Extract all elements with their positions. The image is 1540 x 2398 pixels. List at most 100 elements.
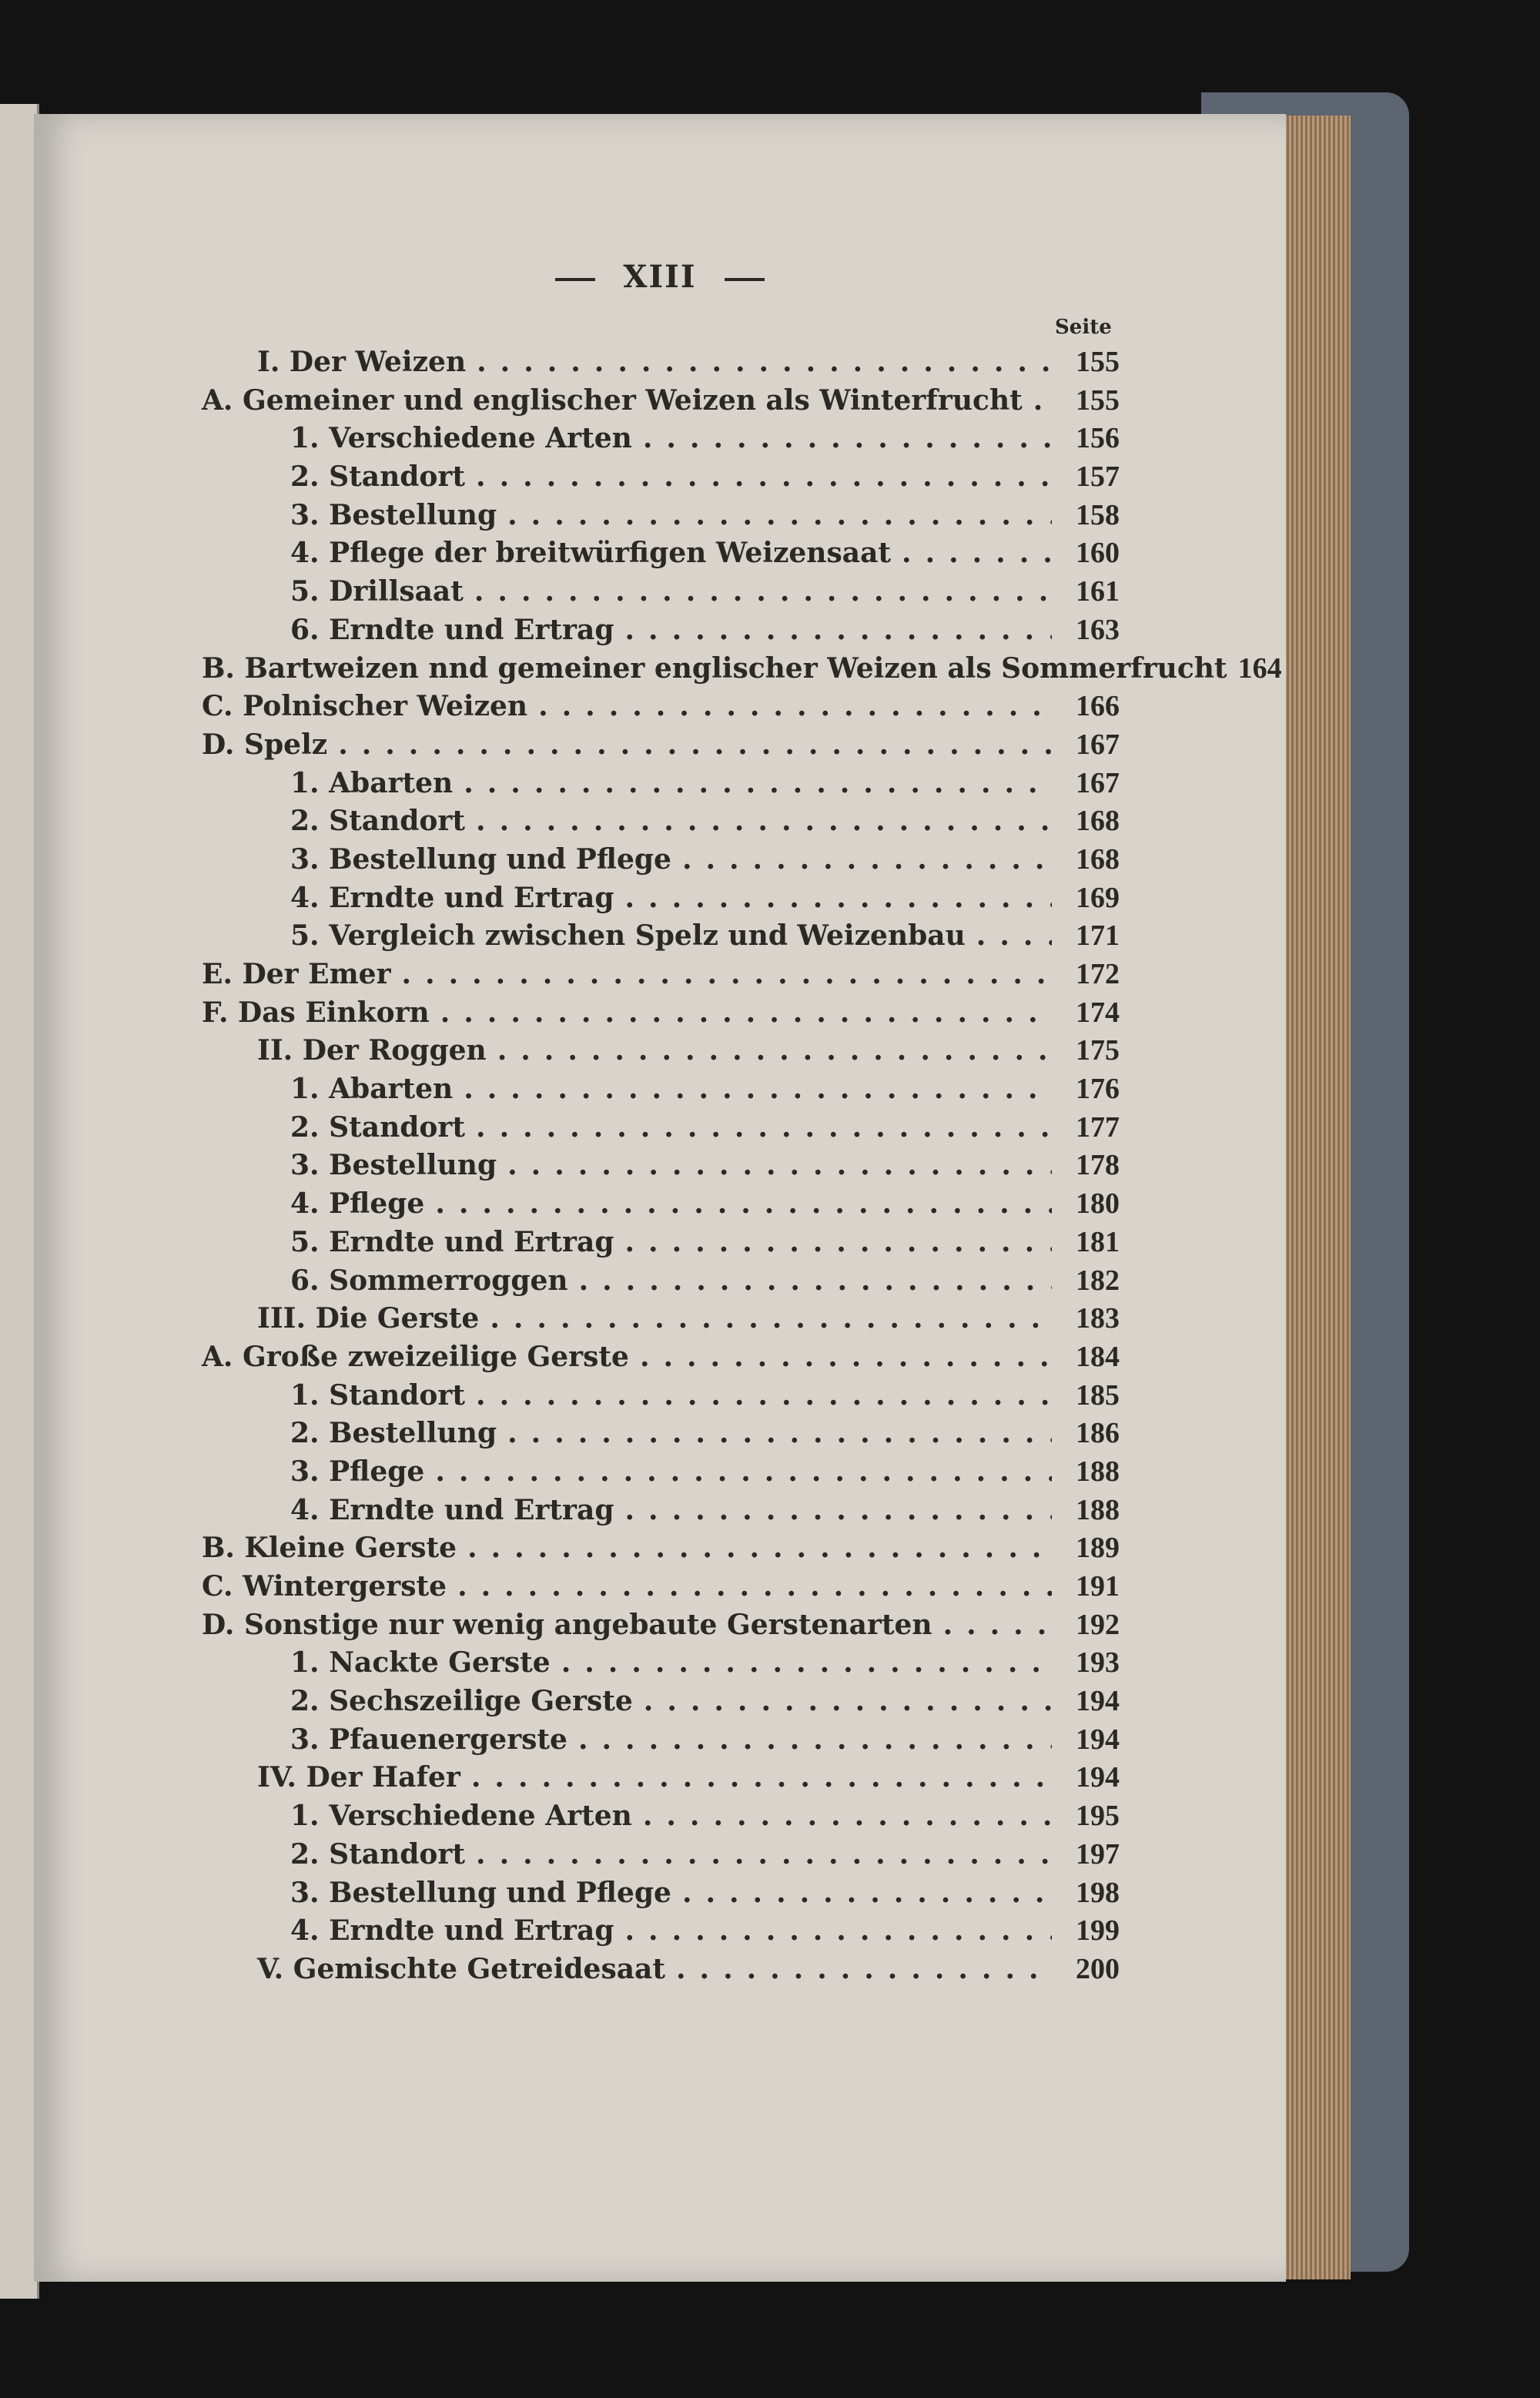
toc-entry-page: 197: [1076, 1837, 1120, 1871]
toc-entry: 3. Bestellung und Pflege................…: [34, 842, 1120, 881]
toc-entry-title: D. Spelz: [202, 728, 328, 761]
toc-entry: 3. Pflege...............................…: [34, 1455, 1120, 1493]
toc-entry-page: 182: [1076, 1264, 1120, 1297]
toc-entry-page: 195: [1076, 1800, 1120, 1833]
toc-entry-page: 184: [1076, 1340, 1120, 1373]
dot-leader: ........................................…: [578, 1723, 1052, 1756]
toc-entry: 3. Bestellung...........................…: [34, 498, 1120, 537]
toc-entry: 3. Bestellung und Pflege................…: [34, 1876, 1120, 1914]
toc-entry-title: B. Kleine Gerste: [202, 1532, 457, 1565]
dot-leader: ........................................…: [467, 1532, 1052, 1565]
table-of-contents: I. Der Weizen...........................…: [34, 345, 1282, 1991]
toc-entry-title: A. Gemeiner und englischer Weizen als Wi…: [202, 383, 1023, 417]
toc-entry-title: 3. Pflege: [290, 1455, 425, 1488]
toc-entry-page: 168: [1076, 842, 1120, 876]
toc-entry: 3. Bestellung...........................…: [34, 1148, 1120, 1187]
toc-entry-page: 185: [1076, 1378, 1120, 1412]
toc-entry: V. Gemischte Getreidesaat...............…: [34, 1952, 1120, 1991]
toc-entry: 5. Vergleich zwischen Spelz und Weizenba…: [34, 919, 1120, 957]
toc-entry-page: 171: [1076, 919, 1120, 953]
toc-entry: A. Gemeiner und englischer Weizen als Wi…: [34, 383, 1120, 422]
book-page: XIII Seite I. Der Weizen................…: [34, 114, 1286, 2282]
toc-entry: 4. Erndte und Ertrag....................…: [34, 1914, 1120, 1952]
header-dash-right: [724, 278, 765, 281]
toc-entry-title: 2. Standort: [290, 1110, 466, 1144]
dot-leader: ........................................…: [476, 805, 1052, 838]
toc-entry-page: 180: [1076, 1187, 1120, 1221]
dot-leader: ........................................…: [578, 1264, 1052, 1297]
toc-entry: 4. Pflege...............................…: [34, 1187, 1120, 1225]
toc-entry-title: 5. Drillsaat: [290, 575, 464, 608]
toc-entry-page: 193: [1076, 1646, 1120, 1680]
toc-entry-page: 198: [1076, 1876, 1120, 1909]
toc-entry: F. Das Einkorn..........................…: [34, 996, 1120, 1034]
toc-entry: III. Die Gerste.........................…: [34, 1301, 1120, 1340]
dot-leader: ........................................…: [338, 728, 1052, 761]
page-number-roman: XIII: [623, 259, 697, 295]
toc-entry-page: 168: [1076, 805, 1120, 838]
toc-entry-page: 166: [1076, 690, 1120, 723]
dot-leader: ........................................…: [681, 1876, 1052, 1909]
dot-leader: ........................................…: [497, 1034, 1052, 1067]
dot-leader: ........................................…: [464, 766, 1052, 799]
toc-entry: 4. Erndte und Ertrag....................…: [34, 1493, 1120, 1532]
toc-entry: 2. Standort.............................…: [34, 1837, 1120, 1876]
toc-entry-title: C. Wintergerste: [202, 1570, 447, 1603]
dot-leader: ........................................…: [642, 1800, 1052, 1833]
toc-entry-title: B. Bartweizen nnd gemeiner englischer We…: [202, 651, 1227, 685]
toc-entry: 2. Standort.............................…: [34, 1110, 1120, 1149]
toc-entry-title: F. Das Einkorn: [202, 996, 430, 1029]
toc-entry-page: 176: [1076, 1073, 1120, 1106]
toc-entry: 6. Sommerroggen.........................…: [34, 1264, 1120, 1302]
toc-entry-page: 169: [1076, 881, 1120, 914]
toc-entry: 1. Abarten..............................…: [34, 1072, 1120, 1110]
toc-entry-title: 4. Erndte und Ertrag: [290, 1914, 614, 1948]
page-header: XIII: [34, 259, 1286, 295]
toc-entry-title: 3. Bestellung und Pflege: [290, 1876, 671, 1909]
toc-entry-page: 158: [1076, 498, 1120, 531]
toc-entry-title: 2. Standort: [290, 805, 466, 838]
toc-entry-title: D. Sonstige nur wenig angebaute Gerstena…: [202, 1608, 932, 1641]
dot-leader: ........................................…: [942, 1608, 1052, 1641]
toc-entry: II. Der Roggen..........................…: [34, 1033, 1120, 1072]
dot-leader: ........................................…: [1033, 384, 1052, 417]
toc-entry-title: 1. Abarten: [290, 1073, 454, 1106]
toc-entry-page: 178: [1076, 1149, 1120, 1182]
dot-leader: ........................................…: [470, 1761, 1052, 1794]
toc-entry: 5. Drillsaat............................…: [34, 574, 1120, 613]
dot-leader: ........................................…: [538, 690, 1052, 723]
dot-leader: ........................................…: [624, 1493, 1053, 1526]
toc-entry: B. Kleine Gerste........................…: [34, 1531, 1120, 1569]
dot-leader: ........................................…: [476, 1378, 1052, 1412]
dot-leader: ........................................…: [642, 422, 1052, 455]
toc-entry: 2. Sechszeilige Gerste..................…: [34, 1684, 1120, 1723]
dot-leader: ........................................…: [507, 1149, 1052, 1182]
toc-entry-page: 174: [1076, 996, 1120, 1029]
toc-entry: 2. Standort.............................…: [34, 460, 1120, 498]
toc-entry-page: 181: [1076, 1225, 1120, 1258]
toc-entry-title: 4. Erndte und Ertrag: [290, 881, 614, 914]
toc-entry-page: 192: [1076, 1608, 1120, 1641]
dot-leader: ........................................…: [476, 461, 1052, 494]
toc-entry-page: 164: [1237, 651, 1282, 685]
toc-entry: E. Der Emer.............................…: [34, 957, 1120, 996]
toc-entry: 1. Verschiedene Arten...................…: [34, 1799, 1120, 1837]
toc-entry-title: 3. Bestellung und Pflege: [290, 842, 671, 876]
toc-entry-title: I. Der Weizen: [257, 346, 467, 378]
dot-leader: ........................................…: [681, 842, 1052, 876]
toc-entry-page: 188: [1076, 1493, 1120, 1526]
toc-entry-page: 183: [1076, 1302, 1120, 1335]
toc-entry: 4. Pflege der breitwürfigen Weizensaat..…: [34, 536, 1120, 574]
toc-entry-page: 167: [1076, 728, 1120, 761]
toc-entry-page: 167: [1076, 766, 1120, 799]
toc-entry-title: 3. Pfauenergerste: [290, 1723, 567, 1756]
dot-leader: ........................................…: [457, 1570, 1052, 1603]
dot-leader: ........................................…: [476, 1837, 1052, 1871]
toc-entry: B. Bartweizen nnd gemeiner englischer We…: [34, 651, 1282, 690]
toc-entry: IV. Der Hafer...........................…: [34, 1760, 1120, 1799]
toc-entry: 1. Nackte Gerste........................…: [34, 1646, 1120, 1684]
toc-entry: C. Wintergerste.........................…: [34, 1569, 1120, 1608]
toc-entry: D. Spelz................................…: [34, 728, 1120, 766]
dot-leader: ........................................…: [624, 881, 1053, 914]
toc-entry-page: 155: [1076, 346, 1120, 378]
